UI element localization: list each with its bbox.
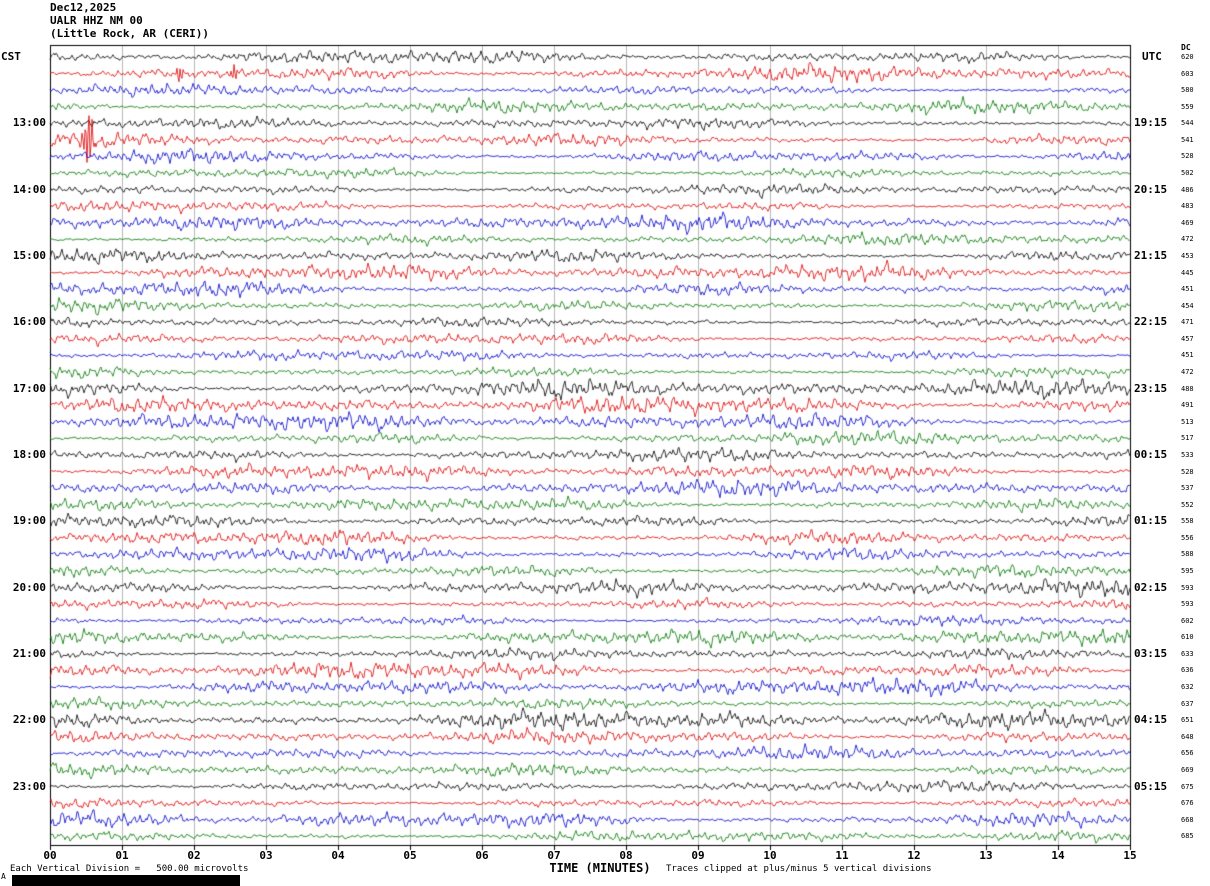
dc-value: 471 [1181,318,1194,327]
x-tick-label: 00 [43,849,57,862]
x-tick-label: 02 [187,849,201,862]
dc-value: 502 [1181,169,1194,178]
left-time-label: 18:00 [12,447,46,461]
left-time-label: 17:00 [12,381,46,395]
dc-value: 544 [1181,119,1194,128]
dc-value: 595 [1181,566,1194,575]
dc-value: 451 [1181,351,1194,360]
dc-value: 610 [1181,633,1194,642]
cst-axis-label: CST [1,50,21,63]
left-time-label: 20:00 [12,580,46,594]
right-time-label: 23:15 [1134,381,1168,395]
left-time-label: 16:00 [12,315,46,329]
dc-value: 552 [1181,500,1194,509]
corner-glyph: A [1,872,6,881]
dc-value: 620 [1181,53,1194,61]
dc-value: 528 [1181,152,1194,161]
dc-value: 602 [1181,616,1194,625]
left-time-label: 19:00 [12,514,46,528]
right-time-label: 00:15 [1134,447,1168,461]
dc-value: 469 [1181,218,1194,227]
dc-value: 537 [1181,484,1194,493]
right-time-label: 03:15 [1134,646,1168,660]
right-time-label: 20:15 [1134,182,1168,196]
right-time-label: 02:15 [1134,580,1168,594]
x-tick-label: 03 [259,849,273,862]
x-tick-label: 07 [547,849,561,862]
dc-value: 472 [1181,235,1194,244]
x-tick-label: 15 [1123,849,1137,862]
footer-bar [12,875,240,886]
dc-value: 603 [1181,69,1194,78]
right-time-label: 19:15 [1134,116,1168,130]
x-tick-label: 04 [331,849,345,862]
right-time-label: 04:15 [1134,713,1168,727]
dc-value: 632 [1181,683,1194,692]
dc-value: 488 [1181,384,1194,393]
x-tick-label: 08 [619,849,633,862]
dc-value: 558 [1181,517,1194,526]
right-time-label: 05:15 [1134,779,1168,793]
x-tick-label: 09 [691,849,705,862]
dc-value: 451 [1181,285,1194,294]
dc-axis-label: DC [1181,43,1191,52]
dc-value: 486 [1181,185,1194,194]
dc-value: 636 [1181,666,1194,675]
dc-value: 668 [1181,815,1194,824]
dc-value: 472 [1181,368,1194,377]
x-tick-label: 14 [1051,849,1065,862]
right-time-label: 01:15 [1134,514,1168,528]
dc-value: 483 [1181,202,1194,211]
dc-value: 559 [1181,102,1194,111]
dc-value: 593 [1181,583,1194,592]
dc-value: 651 [1181,716,1194,725]
x-tick-label: 10 [763,849,777,862]
left-time-label: 15:00 [12,248,46,262]
footer-clip-note: Traces clipped at plus/minus 5 vertical … [666,864,932,874]
dc-value: 541 [1181,135,1194,144]
dc-value: 669 [1181,765,1194,774]
left-time-label: 14:00 [12,182,46,196]
dc-value: 580 [1181,86,1194,95]
right-time-label: 22:15 [1134,315,1168,329]
dc-value: 633 [1181,649,1194,658]
dc-value: 491 [1181,401,1194,410]
dc-value: 648 [1181,732,1194,741]
dc-value: 513 [1181,417,1194,426]
x-tick-label: 01 [115,849,129,862]
dc-value: 676 [1181,799,1194,808]
left-time-label: 22:00 [12,713,46,727]
x-tick-label: 06 [475,849,489,862]
left-time-label: 23:00 [12,779,46,793]
left-time-label: 21:00 [12,646,46,660]
dc-value: 556 [1181,533,1194,542]
dc-value: 637 [1181,699,1194,708]
x-tick-label: 13 [979,849,993,862]
utc-axis-label: UTC [1142,50,1162,63]
x-tick-label: 05 [403,849,417,862]
x-tick-label: 12 [907,849,921,862]
dc-value: 675 [1181,782,1194,791]
x-tick-label: 11 [835,849,849,862]
dc-value: 445 [1181,268,1194,277]
right-time-label: 21:15 [1134,248,1168,262]
dc-value: 454 [1181,301,1194,310]
left-time-label: 13:00 [12,116,46,130]
dc-value: 453 [1181,251,1194,260]
dc-value: 593 [1181,600,1194,609]
x-axis-title: TIME (MINUTES) [549,861,651,875]
dc-value: 685 [1181,832,1194,841]
footer-scale-note: Each Vertical Division = 500.00 microvol… [10,864,249,874]
header-date: Dec12,2025 [50,1,117,14]
dc-value: 517 [1181,434,1194,443]
dc-value: 528 [1181,467,1194,476]
dc-value: 533 [1181,450,1194,459]
header-location: (Little Rock, AR (CERI)) [50,27,209,40]
dc-value: 656 [1181,749,1194,758]
dc-value: 457 [1181,334,1194,343]
dc-value: 588 [1181,550,1194,559]
header-station: UALR HHZ NM 00 [50,14,143,27]
